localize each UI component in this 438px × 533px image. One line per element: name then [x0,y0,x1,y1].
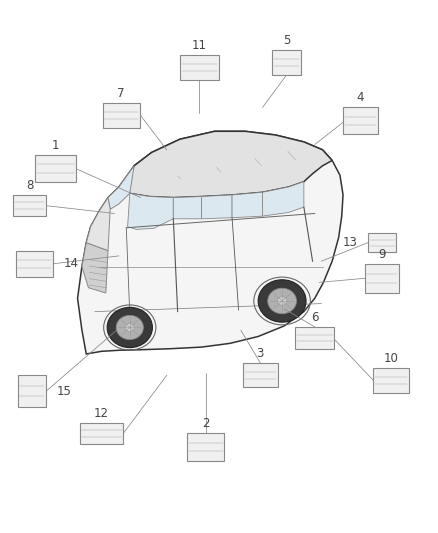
Polygon shape [108,166,134,209]
FancyBboxPatch shape [15,251,53,277]
Text: 10: 10 [384,352,398,365]
Text: 2: 2 [202,417,210,430]
FancyBboxPatch shape [35,155,77,182]
Polygon shape [119,131,332,198]
FancyBboxPatch shape [343,107,378,134]
FancyBboxPatch shape [180,55,219,80]
Text: 4: 4 [357,91,364,104]
FancyBboxPatch shape [80,423,123,444]
Polygon shape [173,197,201,219]
Polygon shape [232,192,262,217]
Text: 3: 3 [257,347,264,360]
Text: 14: 14 [64,257,78,270]
Polygon shape [78,131,343,354]
FancyBboxPatch shape [102,103,140,128]
Text: 1: 1 [52,139,60,151]
Polygon shape [86,198,110,251]
Polygon shape [262,182,304,216]
Text: 12: 12 [94,407,109,420]
FancyBboxPatch shape [295,327,334,349]
Text: 6: 6 [311,311,318,324]
FancyBboxPatch shape [365,264,399,293]
Text: 11: 11 [192,39,207,52]
Polygon shape [82,243,108,293]
Ellipse shape [125,324,134,332]
FancyBboxPatch shape [187,433,224,461]
Polygon shape [127,193,173,229]
Ellipse shape [258,280,306,322]
FancyBboxPatch shape [243,364,278,387]
Text: 8: 8 [26,179,33,192]
Text: 7: 7 [117,87,125,100]
Text: 9: 9 [378,247,386,261]
Ellipse shape [116,316,143,340]
Text: 15: 15 [57,385,72,398]
Polygon shape [201,195,232,219]
FancyBboxPatch shape [373,368,409,393]
FancyBboxPatch shape [18,375,46,407]
Ellipse shape [268,288,297,314]
Ellipse shape [107,308,152,348]
FancyBboxPatch shape [272,50,300,75]
Text: 13: 13 [343,236,357,249]
FancyBboxPatch shape [13,195,46,216]
Text: 5: 5 [283,34,290,46]
Ellipse shape [277,297,287,305]
FancyBboxPatch shape [368,233,396,252]
